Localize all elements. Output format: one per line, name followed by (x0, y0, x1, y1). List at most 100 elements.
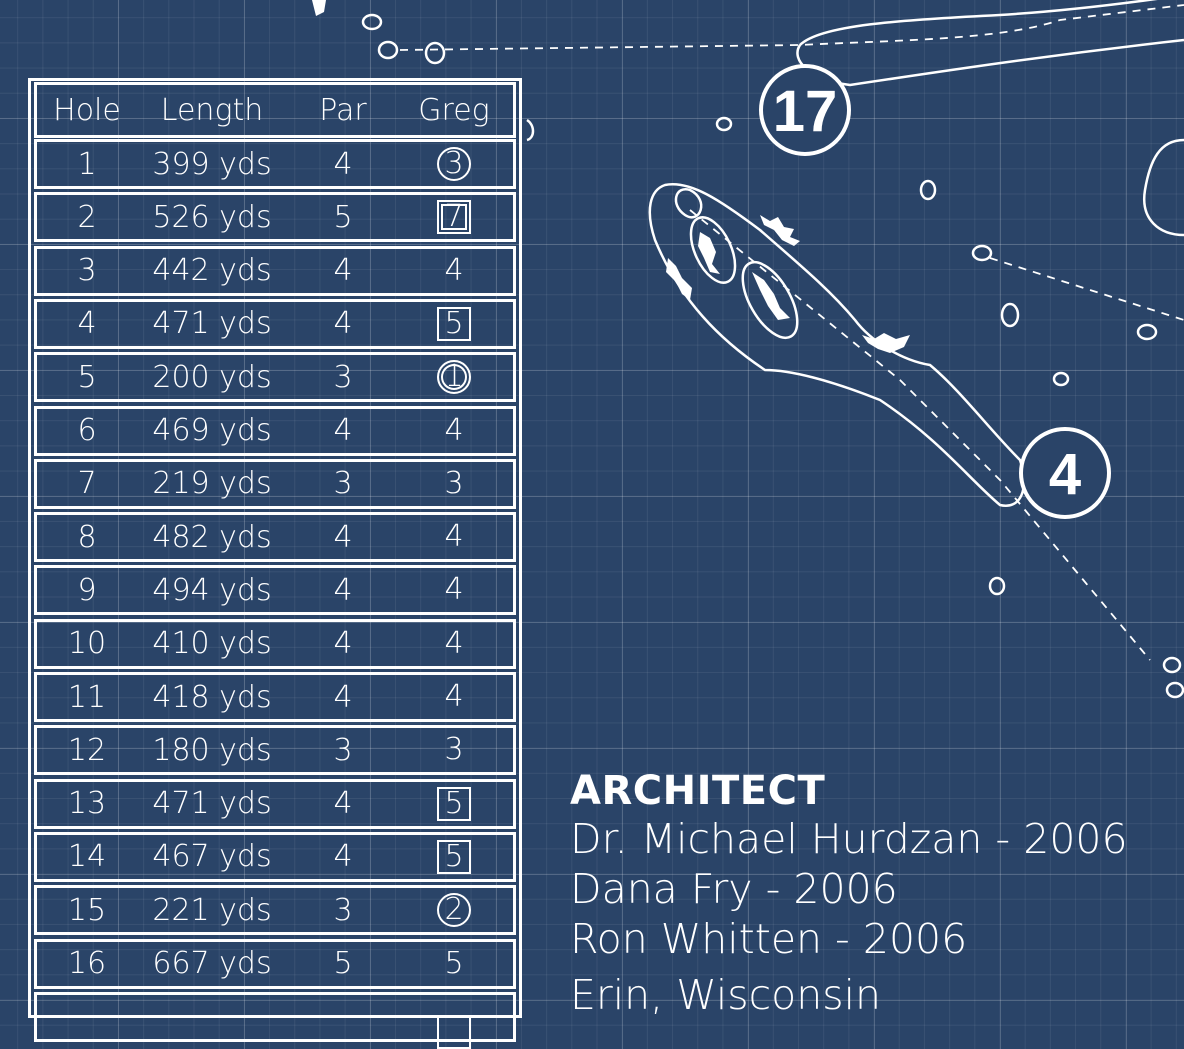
player-score-cell: 3 (399, 733, 509, 767)
player-score-cell: 5 (399, 306, 509, 341)
architect-line: Ron Whitten - 2006 (570, 915, 968, 963)
hole-length: 667 yds (152, 946, 272, 981)
hole-par: 4 (333, 839, 353, 875)
player-score-cell: 4 (399, 254, 509, 288)
player-score: 5 (437, 786, 471, 821)
player-score-cell: 4 (399, 680, 509, 714)
player-score-cell: 7 (399, 200, 509, 235)
player-score-cell: 3 (399, 467, 509, 501)
scorecard-row: 14 467 yds 4 5 (34, 831, 516, 882)
architect-line: Dr. Michael Hurdzan - 2006 (570, 815, 1128, 863)
player-score: 4 (444, 625, 464, 661)
hole-length: 418 yds (152, 679, 272, 715)
hole-par: 3 (333, 732, 353, 768)
scorecard-row: 16 667 yds 5 5 (34, 938, 516, 989)
hole-par: 3 (333, 892, 353, 928)
scorecard-row: 10 410 yds 4 4 (34, 618, 516, 669)
hole-number: 8 (77, 519, 97, 555)
player-score: 2 (437, 893, 471, 928)
hole-length: 200 yds (152, 359, 272, 395)
hole-number: 7 (77, 466, 97, 502)
player-score: 5 (437, 306, 471, 341)
hole-marker-4[interactable]: 4 (1019, 427, 1111, 519)
hole-number: 3 (77, 253, 97, 289)
hole-length: 442 yds (152, 253, 272, 289)
hole-number: 4 (77, 306, 97, 342)
hole-par: 3 (333, 359, 353, 395)
hole-length: 494 yds (152, 572, 272, 608)
hole-par: 4 (333, 519, 353, 555)
player-score: 3 (444, 465, 464, 501)
course-location: Erin, Wisconsin (570, 971, 881, 1019)
header-hole: Hole (53, 92, 121, 128)
player-score: 4 (444, 679, 464, 714)
player-score: 5 (437, 839, 471, 874)
player-score-cell: 4 (399, 573, 509, 607)
hole-number-17: 17 (773, 79, 838, 144)
hole-length: 469 yds (152, 413, 272, 448)
hole-par: 4 (333, 306, 353, 342)
scorecard-row (34, 991, 516, 1049)
hole-par: 4 (333, 626, 353, 662)
hole-number: 12 (67, 732, 107, 768)
hole-number-4: 4 (1049, 442, 1081, 507)
hole-par: 3 (333, 466, 353, 502)
scorecard-row: 3 442 yds 4 4 (34, 245, 516, 296)
green-right (1142, 138, 1184, 237)
player-score: 4 (444, 572, 464, 608)
scorecard-row: 5 200 yds 3 1 (34, 352, 516, 403)
scorecard-row: 12 180 yds 3 3 (34, 725, 516, 776)
hole-number: 16 (67, 946, 107, 981)
player-score-mark (437, 1014, 471, 1049)
hole-number: 13 (67, 786, 107, 822)
hole-par: 5 (333, 946, 353, 981)
architect-line: Dana Fry - 2006 (570, 865, 898, 913)
fairway-4 (648, 182, 1026, 508)
player-score: 4 (444, 412, 464, 448)
header-player: Greg (418, 92, 490, 128)
course-map: 17 4 (312, 0, 1184, 699)
hole-par: 4 (333, 572, 353, 608)
scorecard-table: Hole Length Par Greg 1 399 yds 4 3 2 526 yds 5… (28, 78, 522, 1049)
hole-length: 467 yds (152, 839, 272, 875)
hole-number: 14 (67, 839, 107, 875)
hole-number: 6 (77, 413, 97, 448)
architect-info: ARCHITECT Dr. Michael Hurdzan - 2006 Dan… (570, 768, 1128, 1020)
hole-par: 4 (333, 679, 353, 715)
player-score: 3 (444, 732, 464, 768)
hole-number: 2 (77, 199, 97, 235)
player-score-cell: 5 (399, 947, 509, 981)
player-score-cell: 5 (399, 786, 509, 821)
hole-number: 5 (77, 359, 97, 395)
hole-number: 1 (77, 146, 97, 182)
hole-length: 410 yds (152, 626, 272, 662)
scorecard-row: 7 219 yds 3 3 (34, 458, 516, 509)
header-par: Par (319, 92, 367, 128)
scorecard-row: 2 526 yds 5 7 (34, 192, 516, 243)
hole-length: 471 yds (152, 786, 272, 822)
player-score-cell: 3 (399, 147, 509, 181)
hole-length: 471 yds (152, 306, 272, 342)
hole-par: 4 (333, 253, 353, 289)
player-score-cell: 5 (399, 839, 509, 874)
hole-marker-17[interactable]: 17 (759, 64, 851, 156)
player-score: 7 (437, 200, 471, 235)
hole-par: 5 (333, 199, 353, 235)
hole-length: 180 yds (152, 732, 272, 768)
scorecard-row: 1 399 yds 4 3 (34, 139, 516, 189)
hole-par: 4 (333, 146, 353, 182)
player-score-cell: 4 (399, 414, 509, 448)
hole-length: 219 yds (152, 466, 272, 502)
player-score: 4 (444, 519, 464, 555)
player-score-cell: 4 (399, 627, 509, 661)
player-score-cell: 4 (399, 520, 509, 554)
hole-par: 4 (333, 413, 353, 448)
player-score-cell: 1 (399, 360, 509, 395)
header-length: Length (160, 92, 264, 128)
scorecard-header-row: Hole Length Par Greg (34, 82, 516, 138)
hole-length: 526 yds (152, 199, 272, 235)
hole-number: 9 (77, 572, 97, 608)
scorecard-row: 13 471 yds 4 5 (34, 778, 516, 829)
scorecard-row: 6 469 yds 4 4 (34, 405, 516, 456)
hole-number: 15 (67, 892, 107, 928)
